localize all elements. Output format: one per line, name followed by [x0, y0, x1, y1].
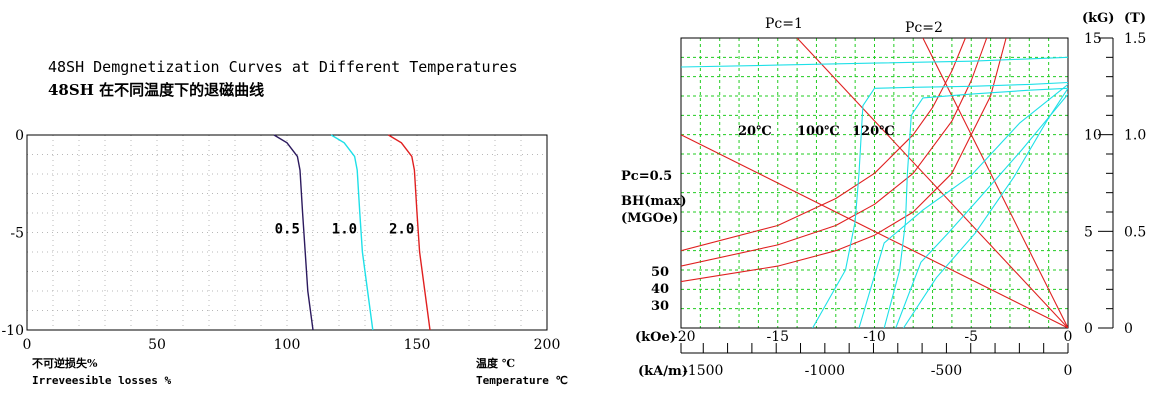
t-tick-label: 1.5: [1124, 31, 1146, 47]
x-axis-label-cn: 温度 ℃: [476, 356, 515, 370]
pc05-label: Pc=0.5: [621, 169, 672, 184]
demag-curve: [883, 87, 1068, 328]
bh40-label: 40: [651, 282, 669, 297]
temp-20-label: 20℃: [738, 124, 772, 139]
demag-curve: [903, 88, 1068, 328]
temp-120-label: 120℃: [852, 124, 895, 139]
x-tick-label: 200: [534, 337, 561, 353]
pc2-label: Pc=2: [905, 20, 943, 36]
series-label-0.5: 0.5: [275, 222, 300, 238]
demag-curve: [858, 83, 1068, 328]
chart-subtitle: 48SH 在不同温度下的退磁曲线: [48, 81, 264, 99]
y-tick-label: 0: [15, 128, 24, 144]
left-series-labels: 0.5 1.0 2.0: [275, 222, 415, 238]
left-tick-labels: 0 50 100 150 200 0 -5 -10: [1, 128, 560, 353]
series-line-1.0: [330, 134, 374, 331]
kg-tick-label: 10: [1084, 128, 1102, 144]
x-tick-label: 50: [148, 337, 166, 353]
demag-curve: [812, 81, 1068, 328]
x-axis-label-en: Temperature ℃: [476, 374, 568, 387]
kam-tick-label: -1500: [683, 363, 723, 379]
bh30-label: 30: [651, 299, 669, 314]
kam-tick-label: -500: [931, 363, 962, 379]
kam-tick-label: 0: [1064, 363, 1073, 379]
koe-tick-labels: -20 -15 -10 -5 0: [673, 329, 1072, 345]
kg-tick-label: 5: [1084, 224, 1093, 240]
mgoe-label: (MGOe): [621, 211, 678, 226]
y-tick-label: -10: [1, 323, 24, 339]
right-series-group: [681, 38, 1068, 328]
t-tick-label: 0: [1124, 321, 1133, 337]
y-axis-label-cn: 不可逆损失%: [32, 356, 98, 370]
t-tick-label: 1.0: [1124, 128, 1146, 144]
right-plot-frame: [680, 37, 1069, 329]
koe-tick-label: 0: [1064, 329, 1073, 345]
pc1-label: Pc=1: [765, 16, 803, 32]
series-label-2.0: 2.0: [389, 222, 414, 238]
bhmax-label: BH(max): [621, 194, 687, 209]
y-tick-label: -5: [10, 226, 24, 242]
kg-tick-label: 0: [1084, 321, 1093, 337]
koe-tick-label: -5: [964, 329, 978, 345]
temp-100-label: 100℃: [797, 124, 840, 139]
x-tick-label: 150: [404, 337, 431, 353]
left-series-group: [273, 134, 431, 331]
series-label-1.0: 1.0: [332, 222, 357, 238]
pc-line: [922, 38, 1068, 328]
x-tick-label: 0: [23, 337, 32, 353]
bh-curve-30: [681, 38, 1007, 283]
t-axis-ticks: 1.5 1.0 0.5 0: [1098, 31, 1146, 337]
x-tick-label: 100: [274, 337, 301, 353]
demagnetization-chart: Pc=1 Pc=2 Pc=0.5 BH(max) (MGOe) 50 40 30…: [621, 11, 1146, 379]
koe-tick-label: -15: [766, 329, 789, 345]
bh-curve-40: [681, 38, 988, 267]
bh50-label: 50: [651, 265, 669, 280]
koe-unit-label: (kOe): [635, 330, 676, 345]
kg-axis-ticks: 15 10 5 0: [1084, 31, 1102, 337]
t-tick-label: 0.5: [1124, 224, 1146, 240]
left-grid: [27, 135, 547, 330]
y-axis-label-en: Irreveesible losses %: [32, 374, 171, 387]
chart-title: 48SH Demgnetization Curves at Different …: [48, 58, 518, 76]
pc-line: [681, 134, 1068, 328]
koe-tick-label: -10: [863, 329, 886, 345]
demag-curve: [681, 56, 1068, 68]
demag-curve: [895, 93, 1068, 328]
series-line-2.0: [388, 134, 431, 331]
pc-line: [796, 38, 1068, 328]
irreversible-loss-chart: 48SH Demgnetization Curves at Different …: [1, 58, 567, 387]
bh-curve-50: [681, 38, 966, 252]
kam-unit-label: (kA/m): [638, 364, 688, 379]
kam-axis-ticks: -1500 -1000 -500 0: [680, 343, 1073, 379]
kg-tick-label: 15: [1084, 31, 1102, 47]
koe-tick-label: -20: [673, 329, 696, 345]
kam-tick-label: -1000: [805, 363, 845, 379]
kg-unit-label: (kG): [1082, 11, 1114, 26]
series-line-0.5: [273, 134, 314, 331]
left-plot-frame: [26, 134, 548, 331]
t-unit-label: (T): [1124, 11, 1146, 26]
